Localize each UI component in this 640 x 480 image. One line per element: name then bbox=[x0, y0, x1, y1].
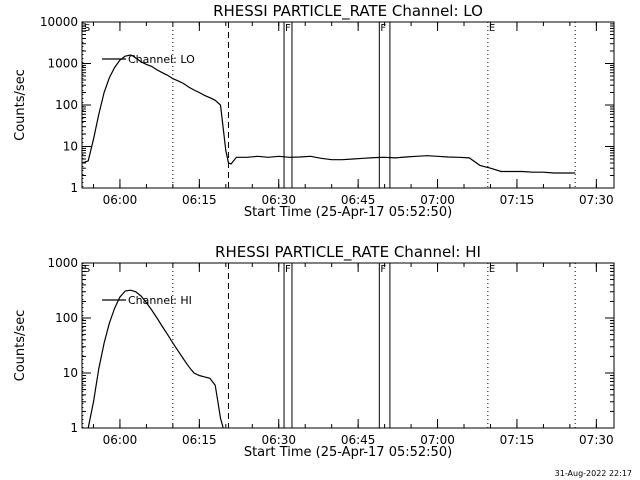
y-tick-label: 10 bbox=[63, 366, 78, 380]
x-tick-label: 07:00 bbox=[420, 433, 455, 447]
timestamp-label: 31-Aug-2022 22:17 bbox=[555, 469, 632, 478]
plot-frame bbox=[81, 262, 615, 429]
x-tick-label: 06:45 bbox=[341, 433, 376, 447]
x-tick-label: 07:15 bbox=[500, 433, 535, 447]
flare-marker-box bbox=[378, 21, 391, 189]
chart-title: RHESSI PARTICLE_RATE Channel: LO bbox=[213, 2, 483, 21]
marker-label: F bbox=[380, 23, 386, 34]
marker-label: F bbox=[285, 264, 291, 275]
marker-label: F bbox=[285, 23, 291, 34]
flare-marker-box bbox=[378, 262, 391, 429]
x-tick-label: 07:15 bbox=[500, 193, 535, 207]
x-axis-label: Start Time (25-Apr-17 05:52:50) bbox=[244, 445, 452, 460]
y-tick-label: 1000 bbox=[47, 57, 78, 71]
x-tick-label: 06:45 bbox=[341, 193, 376, 207]
x-tick-label: 06:15 bbox=[182, 433, 217, 447]
x-tick-label: 06:30 bbox=[261, 193, 296, 207]
y-tick-label: 1 bbox=[70, 181, 78, 195]
legend-label: Channel: LO bbox=[128, 53, 195, 66]
panel-lo: RHESSI PARTICLE_RATE Channel: LO 06:00 06:… bbox=[13, 2, 615, 220]
x-tick-label: 07:30 bbox=[579, 193, 614, 207]
marker-label: F bbox=[380, 264, 386, 275]
plot-frame bbox=[81, 21, 615, 189]
marker-label: S bbox=[84, 23, 90, 34]
y-tick-label: 1 bbox=[70, 421, 78, 435]
flare-marker-box bbox=[283, 262, 293, 429]
series-line bbox=[87, 289, 224, 429]
y-tick-label: 10 bbox=[63, 140, 78, 154]
x-tick-label: 06:15 bbox=[182, 193, 217, 207]
x-tick-label: 07:30 bbox=[579, 433, 614, 447]
y-tick-label: 100 bbox=[55, 311, 78, 325]
flare-marker-box bbox=[283, 21, 293, 189]
marker-label: E bbox=[489, 264, 495, 275]
chart-title: RHESSI PARTICLE_RATE Channel: HI bbox=[215, 243, 481, 262]
x-axis-label: Start Time (25-Apr-17 05:52:50) bbox=[244, 205, 452, 220]
y-axis-label: Counts/sec bbox=[13, 310, 28, 382]
panel-hi: RHESSI PARTICLE_RATE Channel: HI 06:00 06:… bbox=[13, 243, 615, 460]
x-tick-label: 06:00 bbox=[103, 193, 138, 207]
x-tick-label: 07:00 bbox=[420, 193, 455, 207]
legend-label: Channel: HI bbox=[128, 294, 192, 307]
marker-label: S bbox=[84, 264, 90, 275]
y-tick-label: 100 bbox=[55, 98, 78, 112]
y-axis-label: Counts/sec bbox=[13, 69, 28, 141]
series-line bbox=[81, 54, 576, 174]
marker-label: E bbox=[489, 23, 495, 34]
y-tick-label: 10000 bbox=[40, 15, 78, 29]
x-tick-label: 06:30 bbox=[261, 433, 296, 447]
y-tick-label: 1000 bbox=[47, 256, 78, 270]
x-tick-label: 06:00 bbox=[103, 433, 138, 447]
